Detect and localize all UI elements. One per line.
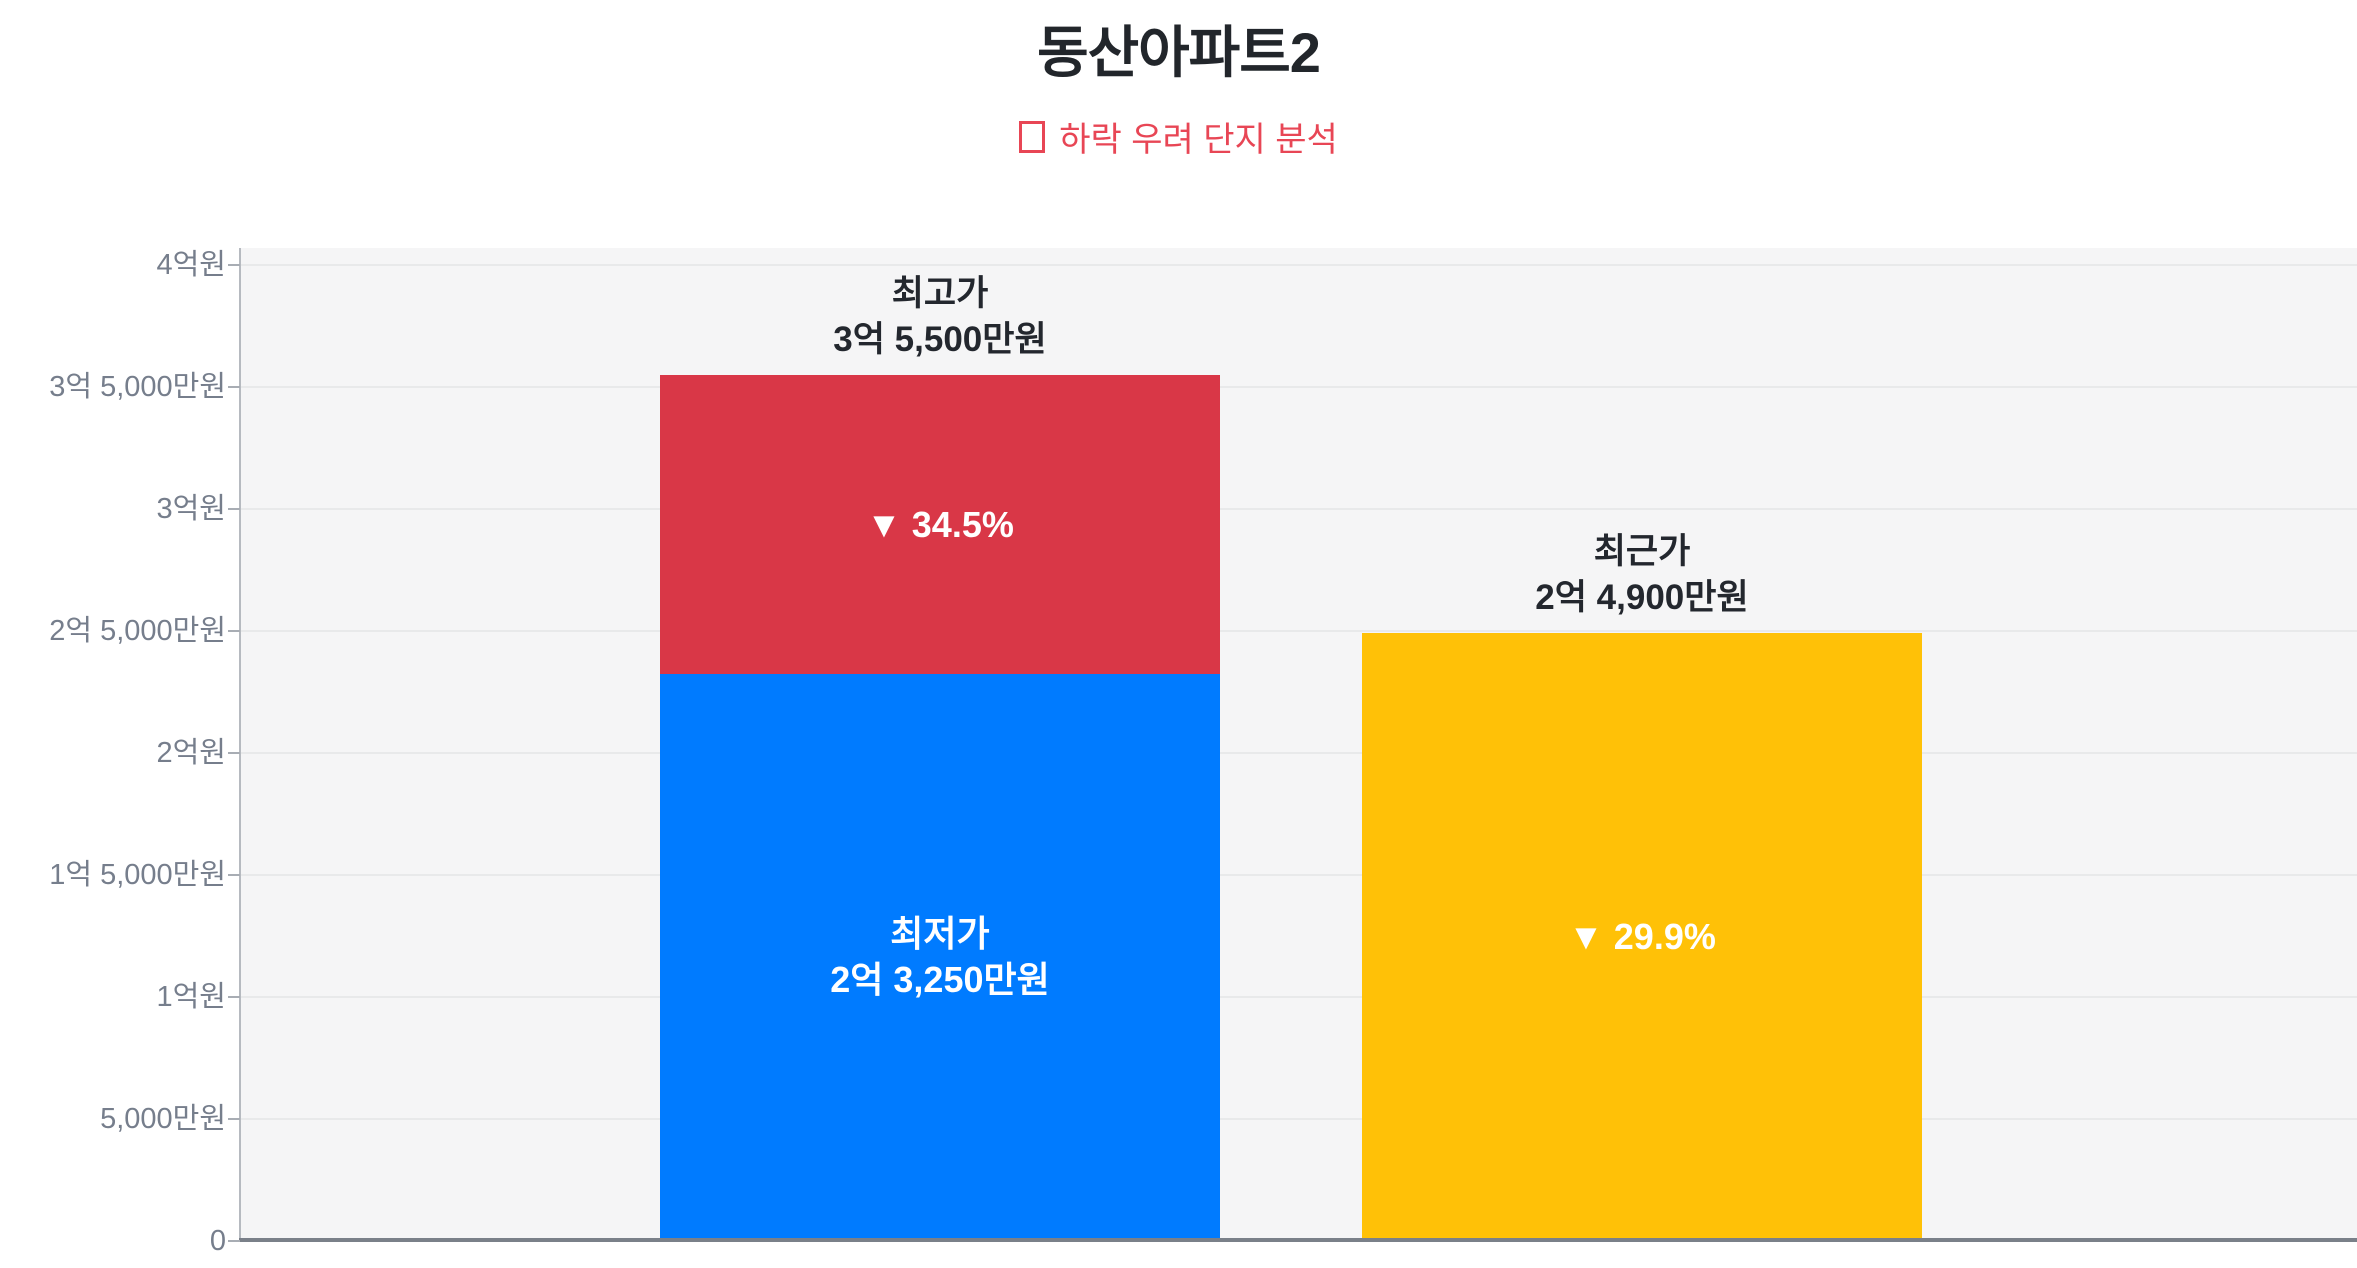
bar-segment-최근가[interactable]: ▼ 29.9% bbox=[1362, 633, 1922, 1240]
y-axis-tick bbox=[228, 752, 240, 754]
bar-segment-하락폭[interactable]: ▼ 34.5% bbox=[660, 375, 1220, 674]
y-axis-tick-label: 2억원 bbox=[156, 737, 227, 769]
plot-area bbox=[240, 248, 2357, 1242]
chart-subtitle: 하락 우려 단지 분석 bbox=[0, 112, 2357, 161]
bar-value-label: 최근가 2억 4,900만원 bbox=[1535, 532, 1749, 617]
box-outline-icon bbox=[1019, 121, 1046, 153]
y-axis-tick bbox=[228, 386, 240, 388]
y-gridline bbox=[240, 264, 2357, 266]
y-gridline bbox=[240, 752, 2357, 754]
bar-segment-최저가[interactable]: 최저가 2억 3,250만원 bbox=[660, 674, 1220, 1240]
chart-title: 동산아파트2 bbox=[1037, 21, 1321, 84]
y-axis-tick bbox=[228, 1240, 240, 1242]
y-gridline bbox=[240, 508, 2357, 510]
y-axis-line bbox=[239, 248, 241, 1242]
y-axis-tick-label: 3억 5,000만원 bbox=[49, 371, 226, 403]
y-axis-tick bbox=[228, 508, 240, 510]
y-axis-tick bbox=[228, 1118, 240, 1120]
x-axis-line bbox=[239, 1238, 2357, 1242]
y-gridline bbox=[240, 874, 2357, 876]
y-axis-tick bbox=[228, 630, 240, 632]
y-gridline bbox=[240, 1118, 2357, 1120]
y-gridline bbox=[240, 386, 2357, 388]
y-axis-tick-label: 1억 5,000만원 bbox=[49, 859, 226, 891]
y-axis-tick bbox=[228, 996, 240, 998]
y-gridline bbox=[240, 630, 2357, 632]
bar-segment-label: ▼ 29.9% bbox=[1568, 915, 1716, 957]
bar-segment-label: 최저가 2억 3,250만원 bbox=[830, 913, 1050, 1000]
bar-segment-label: ▼ 34.5% bbox=[866, 503, 1014, 545]
y-axis-tick bbox=[228, 874, 240, 876]
y-axis-tick-label: 0 bbox=[209, 1225, 226, 1257]
chart-subtitle-text: 하락 우려 단지 분석 bbox=[1059, 121, 1338, 159]
bar-value-label: 최고가 3억 5,500만원 bbox=[833, 274, 1047, 359]
y-axis-tick-label: 5,000만원 bbox=[100, 1103, 226, 1135]
y-axis-tick-label: 1억원 bbox=[156, 981, 227, 1013]
y-axis-tick-label: 3억원 bbox=[156, 493, 227, 525]
y-gridline bbox=[240, 996, 2357, 998]
y-axis-tick-label: 4억원 bbox=[156, 249, 227, 281]
y-axis-tick-label: 2억 5,000만원 bbox=[49, 615, 226, 647]
y-axis-tick bbox=[228, 264, 240, 266]
